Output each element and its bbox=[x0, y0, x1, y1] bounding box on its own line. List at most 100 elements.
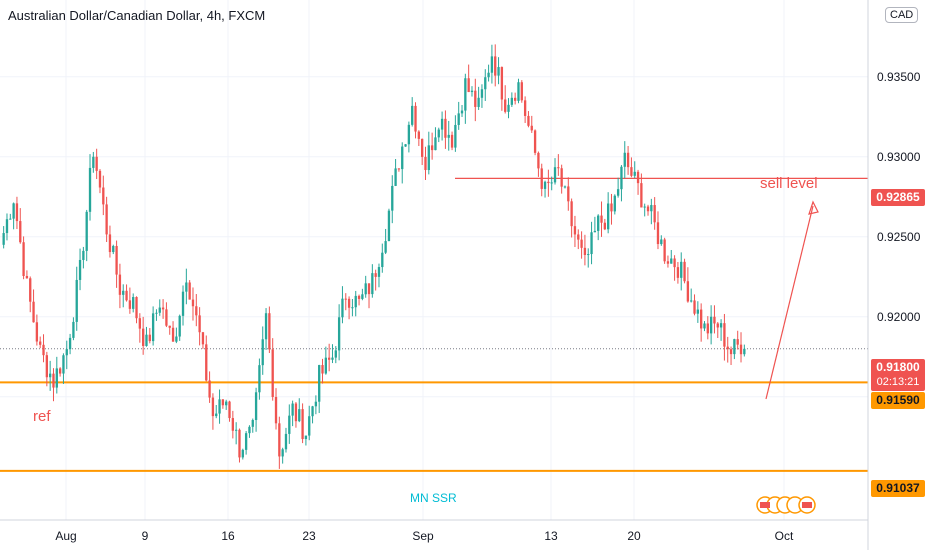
candle bbox=[281, 447, 284, 464]
candle bbox=[274, 388, 278, 430]
candle-body bbox=[291, 403, 294, 416]
candle bbox=[45, 351, 49, 387]
candle-body bbox=[517, 82, 520, 101]
event-flag-icon bbox=[760, 502, 770, 508]
candle bbox=[22, 236, 25, 280]
candle bbox=[95, 148, 98, 180]
candle bbox=[201, 331, 205, 349]
candle bbox=[9, 213, 12, 220]
candle-body bbox=[613, 195, 616, 212]
candle bbox=[102, 175, 105, 216]
candle bbox=[683, 258, 686, 284]
candle-body bbox=[683, 261, 686, 282]
candle bbox=[713, 305, 716, 334]
candle bbox=[225, 399, 228, 410]
candle-body bbox=[344, 298, 347, 300]
candle bbox=[351, 298, 354, 317]
candle bbox=[211, 393, 215, 430]
candle bbox=[171, 321, 175, 342]
candle bbox=[414, 102, 417, 139]
candle-body bbox=[733, 339, 736, 355]
candle bbox=[298, 398, 301, 423]
candle-body bbox=[32, 301, 35, 323]
candle-body bbox=[92, 156, 95, 168]
candle bbox=[391, 175, 394, 224]
candle-body bbox=[215, 413, 218, 417]
candle-body bbox=[417, 131, 421, 139]
candle-body bbox=[138, 318, 142, 329]
candle-body bbox=[371, 273, 374, 295]
candle-body bbox=[354, 295, 357, 308]
candle-body bbox=[570, 201, 573, 227]
candle bbox=[294, 402, 298, 428]
candle-body bbox=[703, 323, 706, 329]
candle-body bbox=[676, 267, 680, 278]
candle-body bbox=[118, 274, 122, 295]
candle-body bbox=[633, 171, 636, 176]
candle bbox=[191, 287, 195, 321]
candle-body bbox=[188, 282, 191, 300]
candle bbox=[314, 395, 318, 415]
candle bbox=[5, 213, 9, 241]
candle-body bbox=[115, 245, 118, 275]
candle bbox=[600, 201, 603, 237]
candle-body bbox=[437, 129, 440, 138]
candle bbox=[537, 151, 540, 177]
candle bbox=[401, 142, 404, 184]
candle-body bbox=[311, 406, 314, 417]
candle bbox=[650, 198, 653, 225]
candle bbox=[616, 177, 620, 198]
candle bbox=[427, 131, 430, 175]
candle bbox=[543, 180, 547, 198]
candle-body bbox=[128, 300, 132, 309]
candle-body bbox=[45, 355, 49, 378]
candle bbox=[324, 346, 328, 375]
candle bbox=[467, 64, 470, 93]
candle-body bbox=[228, 401, 231, 419]
candle-body bbox=[2, 233, 5, 245]
currency-badge[interactable]: CAD bbox=[885, 7, 919, 23]
candle-body bbox=[540, 168, 543, 189]
candle-body bbox=[211, 397, 215, 417]
candle-body bbox=[374, 273, 377, 277]
candle-body bbox=[135, 297, 138, 319]
candle bbox=[739, 332, 743, 363]
candle-body bbox=[29, 278, 32, 302]
candle-body bbox=[165, 309, 168, 326]
current-price-tag: 0.91800 02:13:21 bbox=[871, 359, 925, 391]
candlesticks bbox=[2, 44, 746, 469]
candle-body bbox=[660, 239, 663, 245]
y-tick-label: 0.93000 bbox=[877, 150, 921, 164]
candle-body bbox=[563, 186, 567, 188]
candle-body bbox=[464, 78, 467, 111]
candle-body bbox=[221, 399, 225, 406]
x-tick-label: Aug bbox=[55, 529, 76, 543]
candle bbox=[25, 270, 29, 279]
candle-body bbox=[510, 97, 514, 105]
candle bbox=[719, 319, 723, 341]
candle bbox=[417, 130, 421, 147]
candle bbox=[510, 92, 514, 107]
candle bbox=[397, 168, 401, 172]
candle-body bbox=[178, 315, 181, 337]
candle-body bbox=[430, 145, 434, 151]
candle bbox=[318, 364, 321, 414]
candle bbox=[623, 141, 626, 179]
candle bbox=[613, 194, 616, 215]
candle-body bbox=[234, 429, 238, 431]
candle-body bbox=[62, 355, 65, 374]
candle bbox=[646, 204, 650, 216]
candle bbox=[699, 303, 703, 342]
candle-body bbox=[507, 104, 510, 112]
candle-body bbox=[331, 357, 334, 360]
candle-body bbox=[75, 279, 78, 322]
candle bbox=[337, 304, 341, 361]
candle-body bbox=[321, 365, 324, 374]
candle bbox=[78, 248, 82, 291]
candle bbox=[135, 296, 138, 324]
candle-body bbox=[543, 181, 547, 189]
candle bbox=[122, 284, 125, 308]
x-tick-label: 20 bbox=[627, 529, 641, 543]
